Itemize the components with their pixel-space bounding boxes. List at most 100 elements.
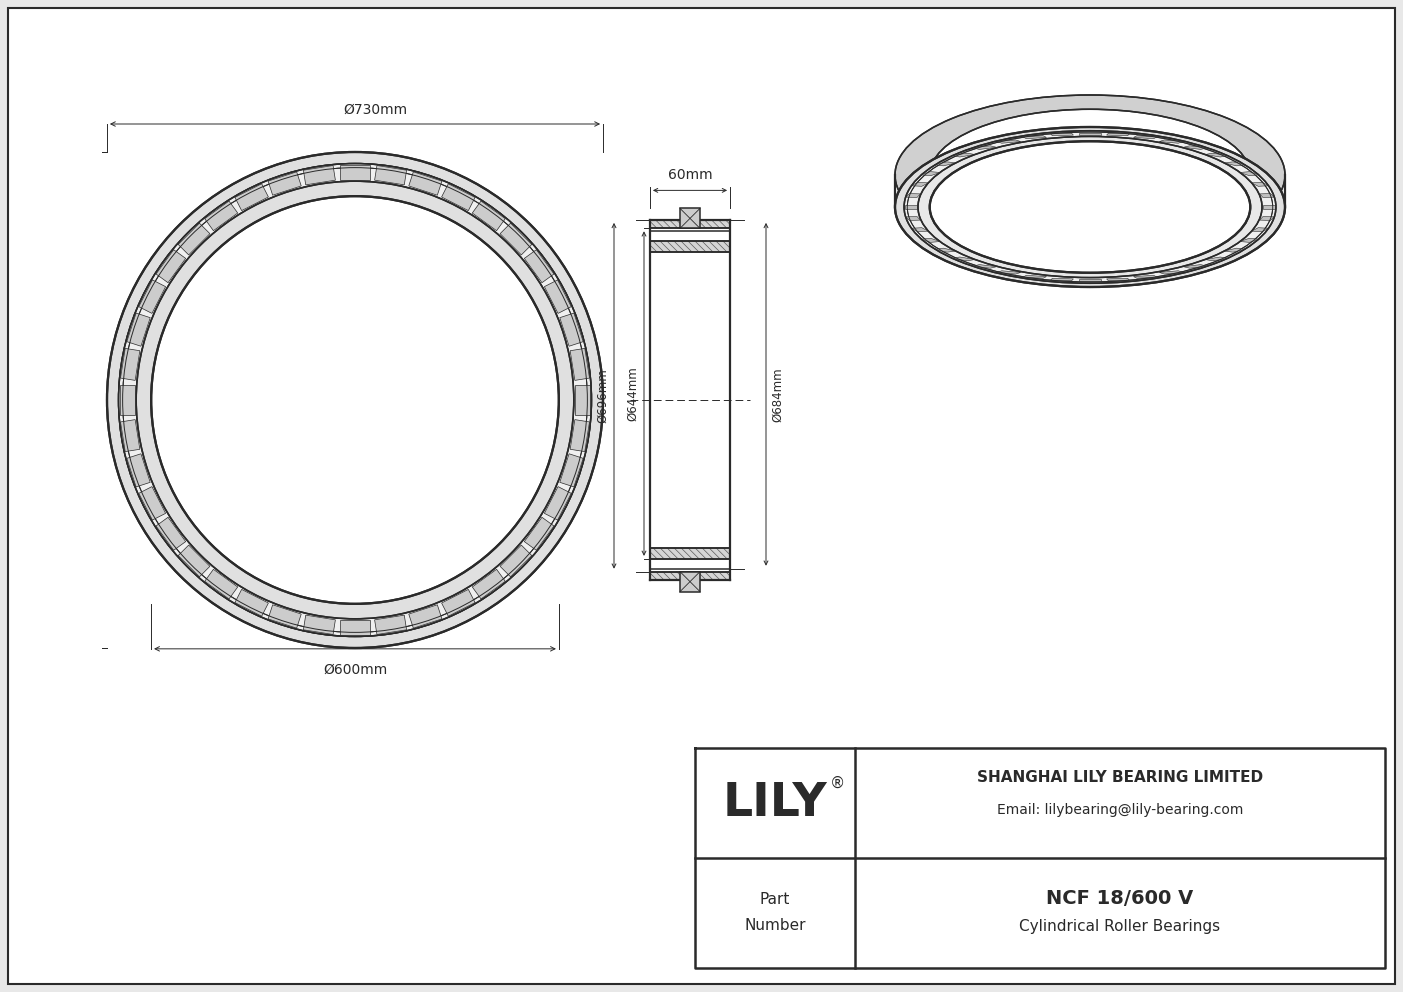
Polygon shape bbox=[1240, 238, 1260, 242]
Polygon shape bbox=[499, 545, 532, 576]
Polygon shape bbox=[178, 545, 210, 576]
Polygon shape bbox=[139, 280, 166, 313]
Polygon shape bbox=[1159, 271, 1183, 274]
Polygon shape bbox=[442, 184, 476, 210]
Circle shape bbox=[118, 164, 592, 637]
Polygon shape bbox=[234, 184, 268, 210]
Polygon shape bbox=[1240, 172, 1260, 176]
Text: Email: lilybearing@lily-bearing.com: Email: lilybearing@lily-bearing.com bbox=[996, 803, 1243, 817]
Polygon shape bbox=[473, 201, 505, 231]
Polygon shape bbox=[906, 193, 920, 197]
Text: Ø600mm: Ø600mm bbox=[323, 663, 387, 677]
Polygon shape bbox=[544, 487, 571, 520]
Polygon shape bbox=[953, 257, 975, 261]
Polygon shape bbox=[1260, 193, 1274, 197]
Circle shape bbox=[152, 196, 558, 604]
Text: Ø730mm: Ø730mm bbox=[342, 103, 407, 117]
Polygon shape bbox=[1205, 257, 1228, 261]
Polygon shape bbox=[1079, 133, 1101, 135]
Polygon shape bbox=[1264, 205, 1274, 208]
Bar bbox=[650, 241, 730, 252]
Polygon shape bbox=[121, 420, 140, 451]
Ellipse shape bbox=[904, 131, 1275, 284]
Polygon shape bbox=[408, 172, 442, 195]
Polygon shape bbox=[268, 605, 302, 628]
Polygon shape bbox=[1223, 248, 1246, 252]
Polygon shape bbox=[1159, 140, 1183, 143]
Polygon shape bbox=[1051, 279, 1073, 281]
Polygon shape bbox=[575, 385, 591, 415]
Polygon shape bbox=[205, 201, 237, 231]
Text: Ø644mm: Ø644mm bbox=[626, 366, 638, 421]
Polygon shape bbox=[525, 517, 554, 551]
Polygon shape bbox=[1079, 280, 1101, 282]
Polygon shape bbox=[920, 238, 940, 242]
Polygon shape bbox=[1023, 276, 1047, 279]
Polygon shape bbox=[121, 385, 135, 415]
Polygon shape bbox=[303, 166, 335, 185]
Text: NCF 18/600 V: NCF 18/600 V bbox=[1047, 890, 1194, 909]
Polygon shape bbox=[126, 313, 150, 346]
Polygon shape bbox=[1205, 153, 1228, 157]
Bar bbox=[650, 571, 730, 580]
Circle shape bbox=[136, 182, 574, 619]
Ellipse shape bbox=[895, 127, 1285, 287]
Bar bbox=[650, 220, 730, 228]
Circle shape bbox=[118, 164, 592, 637]
Polygon shape bbox=[996, 140, 1021, 143]
Polygon shape bbox=[906, 216, 920, 220]
Polygon shape bbox=[972, 265, 996, 268]
Polygon shape bbox=[911, 228, 929, 232]
Polygon shape bbox=[1134, 276, 1157, 279]
Polygon shape bbox=[499, 223, 532, 255]
Polygon shape bbox=[1107, 133, 1129, 136]
Polygon shape bbox=[156, 250, 185, 283]
Polygon shape bbox=[442, 589, 476, 616]
Polygon shape bbox=[1223, 162, 1246, 166]
Polygon shape bbox=[375, 166, 407, 185]
Ellipse shape bbox=[895, 95, 1285, 255]
Polygon shape bbox=[570, 420, 589, 451]
Polygon shape bbox=[1260, 216, 1274, 220]
Polygon shape bbox=[340, 165, 370, 180]
Polygon shape bbox=[1183, 265, 1207, 268]
Text: SHANGHAI LILY BEARING LIMITED: SHANGHAI LILY BEARING LIMITED bbox=[976, 771, 1263, 786]
Polygon shape bbox=[560, 313, 584, 346]
Bar bbox=[680, 208, 700, 228]
Polygon shape bbox=[905, 205, 916, 208]
Text: Part: Part bbox=[760, 893, 790, 908]
Polygon shape bbox=[544, 280, 571, 313]
Polygon shape bbox=[1251, 183, 1268, 186]
Polygon shape bbox=[234, 589, 268, 616]
Polygon shape bbox=[178, 223, 210, 255]
Text: Ø684mm: Ø684mm bbox=[772, 367, 784, 422]
Polygon shape bbox=[473, 569, 505, 599]
Bar bbox=[650, 548, 730, 558]
Polygon shape bbox=[953, 153, 975, 157]
Polygon shape bbox=[1251, 228, 1268, 232]
Text: Cylindrical Roller Bearings: Cylindrical Roller Bearings bbox=[1020, 920, 1221, 934]
Polygon shape bbox=[911, 183, 929, 186]
Polygon shape bbox=[934, 248, 955, 252]
Polygon shape bbox=[996, 271, 1021, 274]
Polygon shape bbox=[340, 620, 370, 635]
Polygon shape bbox=[156, 517, 185, 551]
Bar bbox=[680, 571, 700, 591]
Ellipse shape bbox=[930, 109, 1250, 241]
Polygon shape bbox=[920, 172, 940, 176]
Polygon shape bbox=[303, 615, 335, 635]
Circle shape bbox=[107, 152, 603, 648]
Text: 60mm: 60mm bbox=[668, 169, 713, 183]
Polygon shape bbox=[560, 453, 584, 487]
Polygon shape bbox=[1107, 279, 1129, 281]
Polygon shape bbox=[1023, 136, 1047, 139]
Polygon shape bbox=[408, 605, 442, 628]
Ellipse shape bbox=[930, 141, 1250, 273]
Polygon shape bbox=[570, 348, 589, 380]
Polygon shape bbox=[1051, 133, 1073, 136]
Circle shape bbox=[136, 182, 574, 619]
Text: ®: ® bbox=[829, 776, 845, 791]
Polygon shape bbox=[1183, 146, 1207, 150]
Polygon shape bbox=[525, 250, 554, 283]
Polygon shape bbox=[1134, 136, 1157, 139]
